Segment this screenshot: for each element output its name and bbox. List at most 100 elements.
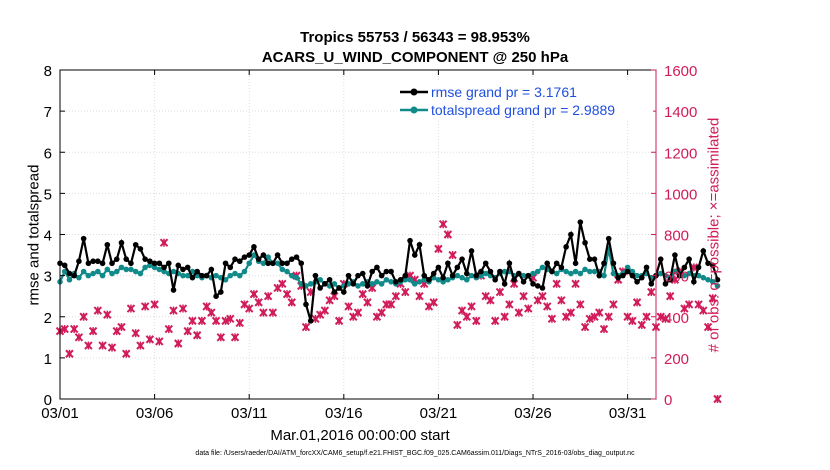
obs-point bbox=[699, 306, 708, 315]
obs-mark-dot bbox=[469, 304, 474, 309]
obs-mark-dot bbox=[285, 292, 290, 297]
obs-point bbox=[377, 308, 386, 317]
rmse-point bbox=[317, 285, 323, 291]
rmse-point bbox=[449, 272, 456, 279]
spread-point bbox=[714, 283, 721, 289]
rmse-point bbox=[132, 241, 139, 248]
spread-point bbox=[170, 268, 177, 275]
rmse-point bbox=[539, 285, 546, 291]
obs-point bbox=[216, 333, 226, 342]
rmse-point bbox=[170, 287, 177, 293]
obs-mark-dot bbox=[266, 294, 271, 299]
spread-point bbox=[156, 266, 163, 273]
obs-point bbox=[632, 298, 642, 307]
rmse-point bbox=[104, 241, 111, 248]
obs-mark-dot bbox=[270, 310, 275, 315]
spread-point bbox=[563, 268, 569, 275]
y-left-tick-label: 4 bbox=[44, 228, 52, 245]
rmse-series bbox=[57, 219, 721, 324]
spread-point bbox=[482, 270, 489, 277]
rmse-point bbox=[643, 264, 650, 271]
obs-mark-dot bbox=[526, 306, 531, 311]
rmse-point bbox=[80, 235, 87, 242]
obs-mark-dot bbox=[180, 306, 185, 311]
obs-point bbox=[462, 312, 472, 321]
obs-mark-dot bbox=[687, 302, 692, 307]
spread-point bbox=[236, 272, 243, 279]
rmse-point bbox=[189, 274, 196, 281]
rmse-point bbox=[345, 272, 352, 279]
obs-point bbox=[538, 291, 547, 301]
obs-point bbox=[694, 300, 703, 309]
rmse-point bbox=[218, 289, 224, 295]
y-axis-right: 0 200 400 600 800 1000 1200 1400 1600 bbox=[651, 63, 697, 409]
obs-mark-dot bbox=[403, 290, 408, 295]
obs-mark-dot bbox=[218, 335, 223, 340]
obs-mark-dot bbox=[81, 314, 86, 319]
rmse-point bbox=[388, 268, 394, 275]
rmse-point bbox=[151, 260, 158, 267]
rmse-point bbox=[293, 254, 300, 260]
rmse-point bbox=[435, 264, 442, 271]
obs-point bbox=[259, 308, 268, 317]
obs-mark-dot bbox=[199, 318, 204, 323]
obs-point bbox=[628, 316, 637, 326]
obs-mark-dot bbox=[204, 304, 209, 309]
rmse-point bbox=[85, 260, 92, 267]
spread-point bbox=[383, 276, 390, 283]
spread-point bbox=[572, 268, 579, 275]
spread-point bbox=[213, 272, 219, 279]
obs-mark-dot bbox=[171, 308, 176, 313]
rmse-point bbox=[416, 241, 423, 248]
obs-mark-dot bbox=[597, 310, 602, 315]
rmse-point bbox=[402, 272, 409, 279]
spread-point bbox=[180, 272, 186, 279]
obs-mark-dot bbox=[261, 310, 266, 315]
spread-point bbox=[123, 266, 130, 273]
obs-point bbox=[386, 300, 396, 309]
obs-point bbox=[557, 296, 566, 305]
obs-point bbox=[301, 322, 311, 332]
spread-point bbox=[709, 278, 716, 285]
rmse-point bbox=[686, 256, 692, 262]
obs-point bbox=[140, 302, 150, 311]
y-right-tick-label: 1200 bbox=[664, 145, 697, 162]
rmse-point bbox=[165, 260, 172, 267]
obs-mark-dot bbox=[422, 281, 427, 286]
spread-point bbox=[624, 264, 631, 271]
y-left-tick-label: 2 bbox=[44, 310, 52, 327]
rmse-point bbox=[634, 278, 640, 285]
obs-mark-dot bbox=[247, 306, 252, 311]
obs-point bbox=[207, 308, 216, 317]
spread-point bbox=[686, 270, 692, 277]
obs-point bbox=[188, 316, 197, 326]
obs-mark-dot bbox=[706, 325, 711, 330]
rmse-point bbox=[383, 268, 390, 275]
spread-point bbox=[147, 262, 153, 269]
rmse-point bbox=[530, 281, 536, 287]
spread-point bbox=[142, 264, 148, 271]
obs-point bbox=[74, 333, 84, 342]
obs-point bbox=[353, 308, 363, 317]
obs-mark-dot bbox=[356, 310, 360, 315]
rmse-point bbox=[676, 272, 683, 279]
y-left-tick-label: 7 bbox=[44, 104, 52, 121]
obs-mark-dot bbox=[663, 316, 668, 321]
obs-point bbox=[145, 335, 155, 344]
rmse-point bbox=[374, 264, 380, 271]
obs-mark-dot bbox=[76, 335, 81, 340]
obs-point bbox=[595, 308, 604, 317]
rmse-point bbox=[596, 272, 603, 279]
obs-mark-dot bbox=[124, 351, 129, 356]
obs-mark-dot bbox=[190, 318, 195, 323]
obs-mark-dot bbox=[445, 232, 450, 237]
rmse-point bbox=[270, 260, 276, 267]
x-tick-label: 03/01 bbox=[41, 405, 79, 422]
spread-point bbox=[355, 283, 361, 289]
obs-mark-dot bbox=[606, 314, 611, 319]
spread-point bbox=[232, 270, 238, 277]
obs-mark-dot bbox=[360, 292, 365, 297]
spread-point bbox=[161, 268, 167, 275]
obs-mark-dot bbox=[332, 294, 337, 299]
obs-mark-dot bbox=[559, 298, 564, 303]
